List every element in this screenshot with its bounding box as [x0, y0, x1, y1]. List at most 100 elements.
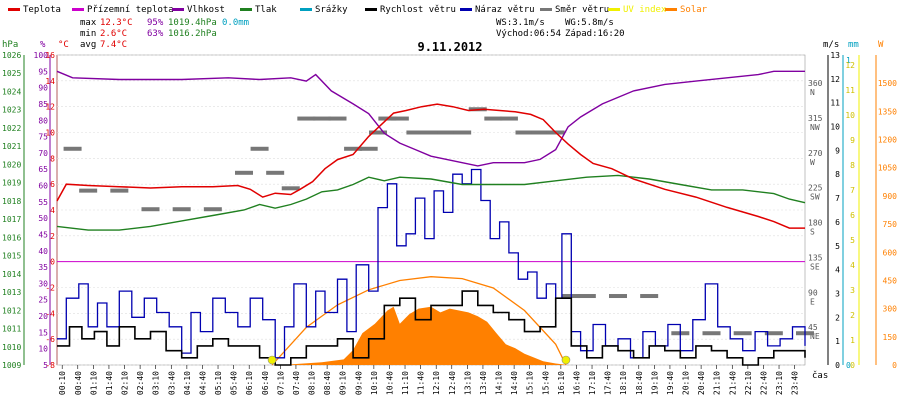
tick-label-time: 23:10 — [775, 371, 784, 395]
tick-label-time: 10:10 — [370, 371, 379, 395]
tick-label-direction-name: E — [810, 297, 815, 306]
tick-label-time: 09:10 — [339, 371, 348, 395]
tick-label-time: 20:10 — [682, 371, 691, 395]
stats-min-press: 1016.2hPa — [168, 29, 217, 39]
tick-label-temperature: 16 — [45, 51, 55, 60]
tick-label-uv: 12 — [845, 61, 855, 70]
tick-label-windspeed: 13 — [830, 51, 840, 60]
wind-direction-mark — [141, 207, 160, 212]
stats-max-temp: 12.3°C — [100, 18, 133, 28]
tick-label-windspeed: 5 — [835, 242, 840, 251]
axis-unit-label: % — [40, 40, 46, 50]
tick-label-windspeed: 10 — [830, 123, 840, 132]
tick-label-humidity: 30 — [38, 279, 48, 288]
wind-direction-mark — [297, 116, 316, 121]
tick-label-solar: 1350 — [878, 107, 897, 116]
stats-max-press: 1019.4hPa — [168, 18, 217, 28]
wind-direction-mark — [577, 294, 596, 299]
tick-label-solar: 900 — [883, 192, 898, 201]
tick-label-pressure: 1024 — [2, 87, 21, 96]
tick-label-direction: 180 — [808, 219, 823, 228]
tick-label-time: 18:40 — [635, 371, 644, 395]
tick-label-time: 02:10 — [121, 371, 130, 395]
tick-label-humidity: 50 — [38, 214, 48, 223]
tick-label-uv: 9 — [850, 136, 855, 145]
tick-label-temperature: 10 — [45, 129, 55, 138]
tick-label-temperature: -2 — [45, 284, 55, 293]
tick-label-windspeed: 7 — [835, 194, 840, 203]
tick-label-pressure: 1015 — [2, 252, 21, 261]
tick-label-pressure: 1010 — [2, 343, 21, 352]
tick-label-time: 12:10 — [432, 371, 441, 395]
wind-direction-mark — [733, 331, 752, 336]
tick-label-pressure: 1026 — [2, 51, 21, 60]
sun-marker — [561, 355, 571, 365]
stats-min-hum: 63% — [147, 29, 164, 39]
legend-swatch — [665, 8, 677, 11]
wind-direction-mark — [422, 130, 440, 135]
tick-label-uv: 3 — [850, 286, 855, 295]
stats-max-label: max — [80, 18, 97, 28]
wind-direction-mark — [702, 331, 721, 336]
tick-label-temperature: 0 — [50, 258, 55, 267]
plot-area — [56, 70, 814, 366]
tick-label-humidity: 95 — [38, 67, 48, 76]
tick-label-windspeed: 11 — [830, 99, 840, 108]
series-wind-speed — [57, 290, 806, 366]
legend-label: Vlhkost — [187, 5, 225, 15]
tick-label-humidity: 65 — [38, 165, 48, 174]
wind-direction-mark — [609, 294, 627, 299]
tick-label-direction: 360 — [808, 79, 823, 88]
series-humidity — [56, 70, 805, 167]
tick-label-direction: 315 — [808, 114, 823, 123]
wind-direction-mark — [250, 146, 269, 151]
tick-label-direction: 135 — [808, 253, 823, 262]
tick-label-solar: 0 — [892, 361, 897, 370]
series-solar — [281, 306, 569, 365]
wind-direction-mark — [531, 130, 550, 135]
tick-label-pressure: 1014 — [2, 270, 21, 279]
tick-label-time: 22:40 — [759, 371, 768, 395]
tick-label-humidity: 10 — [38, 345, 48, 354]
wind-direction-mark — [359, 146, 378, 151]
tick-label-direction-name: SE — [810, 262, 820, 271]
tick-label-temperature: 2 — [50, 232, 55, 241]
tick-label-temperature: 12 — [45, 103, 55, 112]
tick-label-time: 21:10 — [713, 371, 722, 395]
axis-unit-label: W — [878, 40, 884, 50]
tick-label-uv: 6 — [850, 211, 855, 220]
time-axis-label: čas — [812, 370, 828, 381]
legend-label: Náraz větru — [475, 5, 535, 15]
tick-label-humidity: 100 — [34, 51, 49, 60]
wind-direction-mark — [235, 170, 253, 175]
wind-direction-mark — [406, 130, 425, 135]
tick-label-humidity: 20 — [38, 312, 48, 321]
tick-label-time: 20:40 — [697, 371, 706, 395]
legend-label: Srážky — [315, 5, 348, 15]
sunset-time: Západ:16:20 — [565, 29, 625, 39]
legend-swatch — [608, 8, 620, 11]
tick-label-temperature: 8 — [50, 154, 55, 163]
tick-label-direction-name: NW — [810, 123, 820, 132]
tick-label-humidity: 25 — [38, 296, 48, 305]
tick-label-humidity: 55 — [38, 198, 48, 207]
sunrise-time: Východ:06:54 — [496, 29, 561, 39]
tick-label-time: 04:40 — [198, 371, 207, 395]
tick-label-humidity: 75 — [38, 133, 48, 142]
series-pressure — [56, 174, 806, 231]
tick-label-time: 12:40 — [448, 371, 457, 395]
tick-label-solar: 600 — [883, 248, 898, 257]
wind-direction-mark — [515, 130, 534, 135]
tick-label-temperature: 4 — [50, 206, 55, 215]
sun-marker — [267, 355, 277, 365]
tick-label-pressure: 1019 — [2, 179, 21, 188]
wind-ws: WS:3.1m/s — [496, 18, 545, 28]
wind-direction-mark — [640, 294, 659, 299]
tick-label-time: 19:10 — [650, 371, 659, 395]
tick-label-time: 15:40 — [541, 371, 550, 395]
tick-label-time: 06:40 — [261, 371, 270, 395]
legend-label: Teplota — [23, 5, 61, 15]
tick-label-pressure: 1023 — [2, 106, 21, 115]
tick-label-time: 13:40 — [479, 371, 488, 395]
